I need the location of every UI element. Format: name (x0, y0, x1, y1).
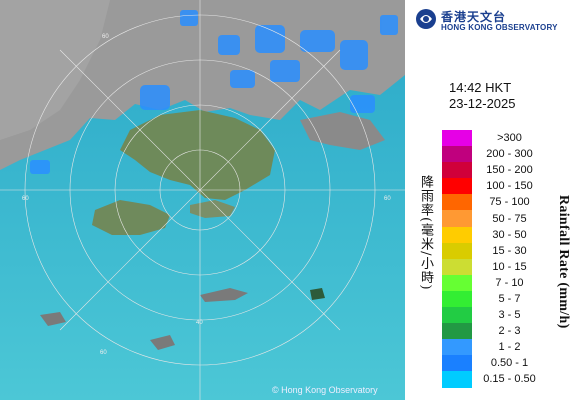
legend-row: 100 - 150 (442, 178, 547, 195)
radar-map: 60 60 40 60 60 © Hong Kong Observatory (0, 0, 405, 400)
legend-swatch (442, 371, 472, 388)
legend-row: 150 - 200 (442, 162, 547, 179)
island-4 (310, 288, 325, 300)
legend-swatch (442, 194, 472, 211)
legend-swatch (442, 178, 472, 195)
legend-label: 2 - 3 (498, 325, 521, 338)
island-2 (40, 312, 66, 326)
legend-row: 15 - 30 (442, 242, 547, 259)
time-text: 14:42 HKT (449, 80, 512, 95)
legend-label: 7 - 10 (495, 276, 524, 289)
org-name-en: HONG KONG OBSERVATORY (441, 23, 558, 32)
legend: >300 200 - 300 150 - 200 100 - 150 75 - 100 5… (442, 130, 547, 388)
legend-label: >300 (497, 132, 522, 145)
org-name-cn: 香港天文台 (441, 10, 507, 24)
island-3 (150, 335, 175, 350)
legend-swatch (442, 355, 472, 372)
timestamp: 14:42 HKT 23-12-2025 (449, 80, 516, 112)
legend-swatch (442, 146, 472, 163)
legend-row: 0.50 - 1 (442, 355, 547, 372)
legend-label: 15 - 30 (492, 244, 527, 257)
range-rings (0, 0, 405, 400)
hko-logo-icon (416, 9, 436, 29)
legend-swatch (442, 274, 472, 291)
legend-row: 7 - 10 (442, 274, 547, 291)
legend-title-en: Rainfall Rate (mm/h) (556, 195, 571, 329)
rain-echoes (30, 10, 398, 174)
legend-swatch (442, 226, 472, 243)
legend-label: 5 - 7 (498, 292, 521, 305)
legend-label: 75 - 100 (489, 196, 530, 209)
legend-row: 3 - 5 (442, 307, 547, 324)
legend-label: 200 - 300 (486, 148, 533, 161)
copyright-text: © Hong Kong Observatory (272, 385, 378, 395)
legend-swatch (442, 307, 472, 324)
ring-label: 60 (100, 350, 107, 356)
legend-row: 1 - 2 (442, 339, 547, 356)
legend-label: 100 - 150 (486, 180, 533, 193)
legend-swatch (442, 323, 472, 340)
legend-row: 2 - 3 (442, 323, 547, 340)
legend-label: 50 - 75 (492, 212, 527, 225)
legend-row: 75 - 100 (442, 194, 547, 211)
legend-label: 1 - 2 (498, 341, 521, 354)
new-territories-land (120, 110, 275, 200)
legend-row: 5 - 7 (442, 290, 547, 308)
legend-row: 50 - 75 (442, 210, 547, 227)
legend-label: 0.50 - 1 (490, 357, 529, 370)
ring-label: 40 (196, 320, 203, 326)
peninsula-right (300, 112, 385, 150)
legend-row: 0.15 - 0.50 (442, 371, 547, 388)
ring-label: 60 (102, 34, 109, 40)
legend-swatch (442, 210, 472, 227)
island-1 (200, 288, 248, 302)
legend-panel: 香港天文台 HONG KONG OBSERVATORY 14:42 HKT 23… (405, 0, 577, 400)
radar-map-svg (0, 0, 405, 400)
legend-label: 3 - 5 (498, 309, 521, 322)
legend-swatch (442, 290, 472, 308)
legend-swatch (442, 130, 472, 147)
legend-title-cn: 降雨率(毫米/小時) (418, 175, 433, 291)
legend-swatch (442, 339, 472, 356)
ring-label: 60 (384, 196, 391, 202)
date-text: 23-12-2025 (449, 96, 516, 111)
legend-row: 200 - 300 (442, 146, 547, 163)
legend-row: 10 - 15 (442, 258, 547, 275)
lantau-island (92, 200, 170, 235)
ring-label: 60 (22, 196, 29, 202)
legend-label: 10 - 15 (492, 260, 527, 273)
legend-label: 0.15 - 0.50 (483, 373, 536, 386)
legend-label: 30 - 50 (492, 228, 527, 241)
legend-swatch (442, 242, 472, 259)
legend-row: >300 (442, 130, 547, 147)
legend-swatch (442, 162, 472, 179)
legend-swatch (442, 258, 472, 275)
mainland-shade (0, 0, 110, 140)
legend-row: 30 - 50 (442, 226, 547, 243)
legend-label: 150 - 200 (486, 164, 533, 177)
